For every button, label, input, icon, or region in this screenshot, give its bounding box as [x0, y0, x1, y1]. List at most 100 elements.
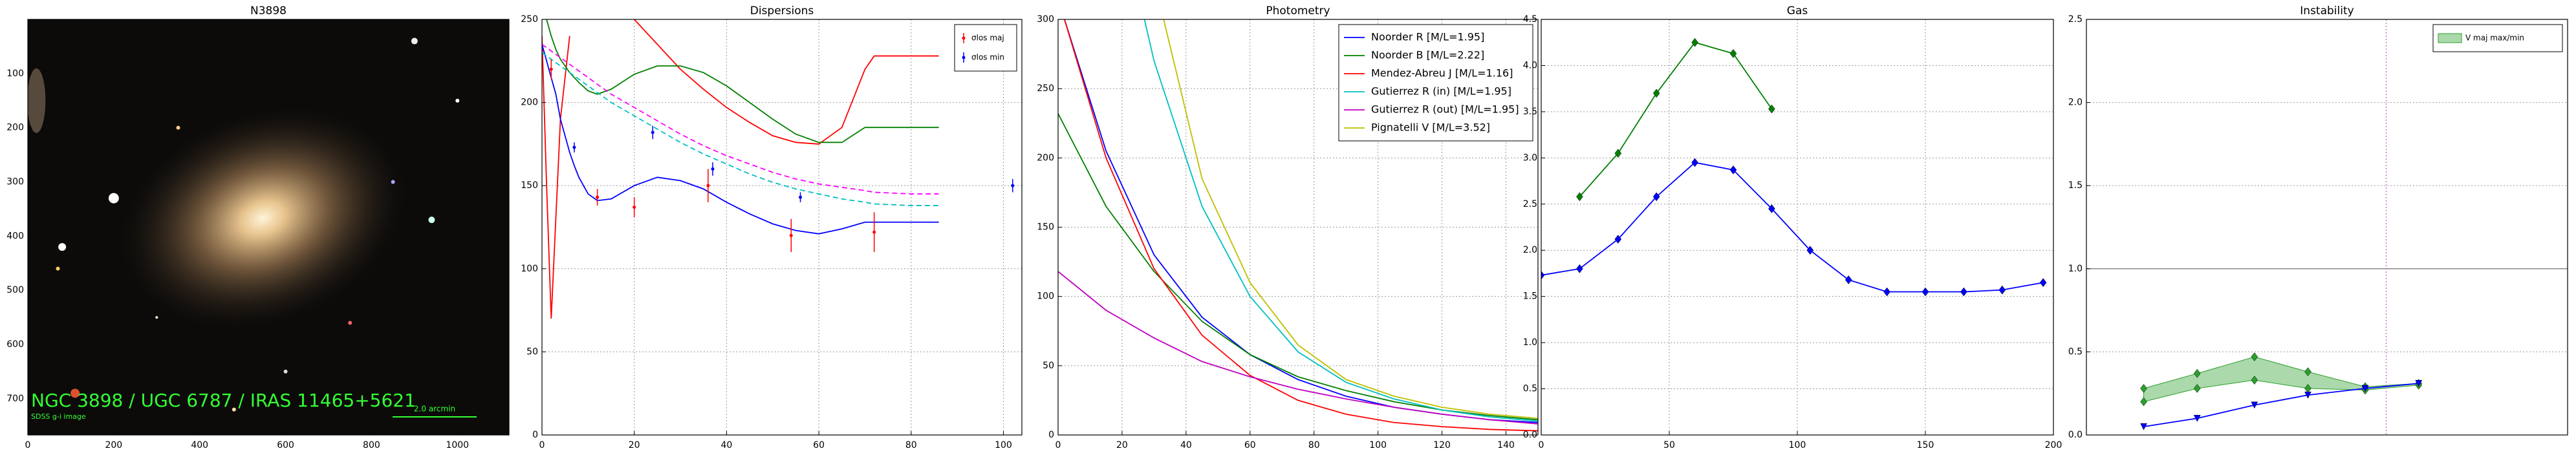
- point: [711, 167, 715, 171]
- point-marker: [1614, 235, 1622, 244]
- series-line: [542, 43, 939, 195]
- point-marker: [1691, 37, 1698, 47]
- point: [596, 195, 600, 199]
- x-tick-label: 0: [539, 440, 545, 450]
- y-tick-label: 0: [1048, 430, 1054, 440]
- point: [549, 67, 553, 71]
- point-marker: [2251, 401, 2258, 409]
- galaxy: [118, 105, 407, 331]
- panel-title: N3898: [250, 5, 287, 17]
- y-tick-label: 0.5: [2068, 346, 2083, 357]
- y-tick-label: 300: [1037, 14, 1054, 25]
- legend-box: [954, 24, 1017, 72]
- point-marker: [2140, 384, 2147, 393]
- series-line: [542, 19, 939, 319]
- point: [633, 206, 636, 209]
- legend-swatch: [962, 56, 966, 59]
- series-line: [542, 52, 939, 206]
- y-tick-label: 4.0: [1523, 60, 1537, 70]
- series-line: [546, 19, 939, 143]
- legend-label: Pignatelli V [M/L=3.52]: [1371, 122, 1490, 134]
- point: [872, 230, 876, 234]
- x-tick-label: 40: [720, 440, 732, 450]
- y-tick-label: 250: [1037, 83, 1054, 94]
- x-tick-label: 0: [1055, 440, 1061, 450]
- point: [572, 145, 576, 149]
- image-caption: NGC 3898 / UGC 6787 / IRAS 11465+5621: [31, 390, 416, 411]
- point-marker: [1576, 192, 1583, 202]
- legend-swatch: [2438, 33, 2462, 43]
- y-tick-label: 1.0: [2068, 264, 2083, 274]
- x-tick-label: 20: [629, 440, 640, 450]
- y-tick-label: 3.5: [1523, 107, 1537, 117]
- x-tick-label: 40: [1180, 440, 1192, 450]
- plot-frame: [1541, 19, 2054, 436]
- star: [283, 369, 288, 374]
- star: [232, 407, 236, 412]
- point: [1011, 184, 1015, 187]
- star: [411, 37, 418, 45]
- image-source: SDSS g-i image: [31, 412, 86, 421]
- point-marker: [2361, 385, 2369, 392]
- x-tick-label: 800: [363, 440, 380, 450]
- legend-box: [2432, 24, 2563, 52]
- legend-swatch: [962, 36, 966, 40]
- point-marker: [1998, 285, 2006, 295]
- point-marker: [1652, 192, 1660, 202]
- point-marker: [1652, 89, 1660, 98]
- legend-label: σlos maj: [971, 34, 1004, 43]
- x-tick-label: 80: [1308, 440, 1320, 450]
- point-marker: [1691, 158, 1698, 167]
- plot-frame: [27, 19, 510, 436]
- plot-frame: [1057, 19, 1539, 436]
- point-marker: [1729, 48, 1737, 58]
- legend-label: V maj max/min: [2465, 34, 2524, 43]
- y-tick-label: 100: [521, 264, 538, 274]
- legend-label: Mendez-Abreu J [M/L=1.16]: [1371, 67, 1513, 79]
- y-tick-label: 1.5: [1523, 291, 1537, 302]
- x-tick-label: 20: [1116, 440, 1128, 450]
- point-marker: [2193, 384, 2201, 393]
- x-tick-label: 50: [1663, 440, 1675, 450]
- point-marker: [2193, 415, 2201, 422]
- legend-label: Gutierrez R (out) [M/L=1.95]: [1371, 103, 1519, 116]
- y-tick-label: 0: [532, 430, 538, 440]
- x-tick-label: 140: [1497, 440, 1515, 450]
- legend-label: Gutierrez R (in) [M/L=1.95]: [1371, 85, 1511, 98]
- band-area: [2143, 356, 2419, 403]
- x-tick-label: 100: [1789, 440, 1806, 450]
- y-tick-label: 2.5: [1523, 199, 1537, 209]
- point-marker: [1960, 287, 1967, 297]
- point-marker: [2039, 278, 2047, 288]
- star: [70, 388, 80, 398]
- y-tick-label: 150: [521, 180, 538, 191]
- point-marker: [2140, 397, 2147, 407]
- y-tick-label: 50: [526, 346, 538, 357]
- series-line: [542, 44, 939, 235]
- y-tick-label: 2.0: [1523, 245, 1537, 255]
- y-tick-label: 3.0: [1523, 153, 1537, 163]
- plot-frame: [541, 19, 1023, 436]
- scale-label: 2.0 arcmin: [414, 405, 455, 414]
- panel-title: Gas: [1787, 5, 1808, 17]
- star: [176, 125, 180, 130]
- series-line: [2143, 383, 2419, 428]
- point-marker: [1883, 287, 1890, 297]
- x-tick-label: 80: [905, 440, 917, 450]
- y-tick-label: 2.5: [2068, 14, 2083, 25]
- y-tick-label: 1.5: [2068, 180, 2083, 191]
- star: [155, 316, 158, 319]
- point-marker: [2415, 380, 2423, 387]
- point-marker: [2304, 367, 2311, 377]
- y-tick-label: 100: [1037, 291, 1054, 302]
- point-marker: [1768, 104, 1775, 114]
- y-tick-label: 1.0: [1523, 337, 1537, 348]
- point-marker: [1729, 165, 1737, 175]
- point: [799, 195, 803, 199]
- legend-label: σlos min: [971, 53, 1004, 62]
- point-marker: [1576, 264, 1583, 273]
- y-tick-label: 600: [6, 339, 24, 350]
- point: [706, 184, 710, 187]
- x-tick-label: 600: [277, 440, 294, 450]
